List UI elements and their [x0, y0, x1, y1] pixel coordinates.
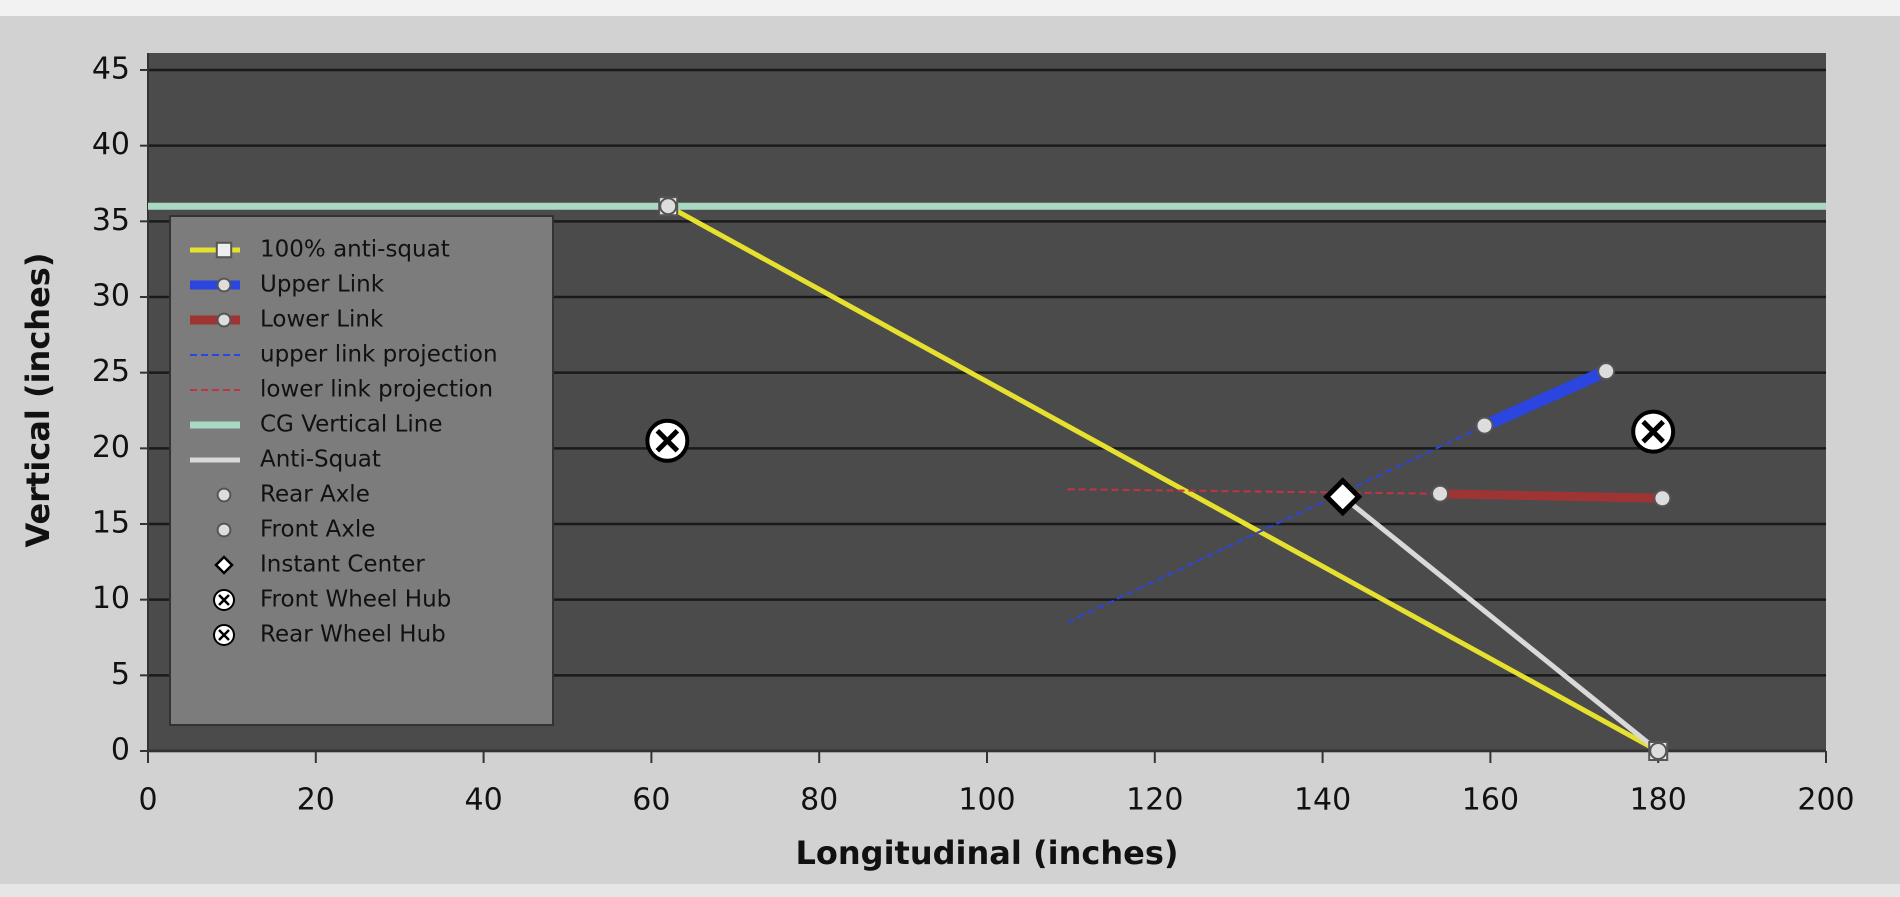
marker: [1649, 742, 1668, 760]
x-tick-label: 60: [632, 783, 670, 818]
marker: [1631, 409, 1676, 454]
x-tick-label: 160: [1462, 783, 1519, 818]
marker: [645, 418, 690, 463]
marker: [216, 277, 232, 293]
legend-label: Lower Link: [260, 307, 384, 333]
marker: [215, 241, 233, 259]
series-line: [1067, 488, 1441, 495]
legend: 100% anti-squat Upper Link Lower Link upper…: [169, 215, 554, 726]
marker-cross: [1641, 419, 1665, 444]
marker: [213, 589, 235, 611]
y-tick-label: 20: [92, 430, 130, 465]
plot: [148, 196, 1826, 761]
x-tick-label: 180: [1630, 783, 1687, 818]
marker-cross: [655, 428, 680, 453]
series-line: [1439, 489, 1663, 503]
legend-label: 100% anti-squat: [260, 237, 450, 263]
x-axis-title: Longitudinal (inches): [796, 834, 1179, 872]
marker: [1431, 484, 1450, 503]
y-tick-label: 45: [92, 52, 130, 87]
x-tick-label: 80: [800, 783, 838, 818]
legend-label: Front Axle: [260, 517, 375, 543]
x-tick-label: 200: [1797, 783, 1854, 818]
y-tick-label: 35: [92, 203, 130, 238]
marker: [659, 197, 678, 216]
y-tick-label: 15: [92, 506, 130, 541]
legend-label: Instant Center: [260, 552, 425, 578]
y-tick-label: 30: [92, 279, 130, 314]
legend-label: Front Wheel Hub: [260, 587, 451, 613]
series-line: [666, 204, 1660, 754]
y-tick-label: 5: [111, 657, 130, 692]
y-axis-title: Vertical (inches): [19, 253, 57, 548]
x-tick-label: 100: [958, 783, 1015, 818]
series-line: [1341, 494, 1660, 753]
marker: [216, 487, 232, 503]
marker-cross: [218, 594, 230, 606]
marker-cross: [218, 629, 230, 641]
x-tick-label: 120: [1126, 783, 1183, 818]
legend-label: lower link projection: [260, 377, 493, 403]
legend-label: Anti-Squat: [260, 447, 381, 473]
marker: [1597, 362, 1616, 381]
y-tick-label: 0: [111, 733, 130, 768]
legend-label: Rear Wheel Hub: [260, 622, 446, 648]
marker: [213, 624, 235, 646]
y-tick-label: 25: [92, 354, 130, 389]
legend-label: upper link projection: [260, 342, 498, 368]
legend-label: Rear Axle: [260, 482, 370, 508]
x-tick-label: 0: [138, 783, 157, 818]
legend-label: CG Vertical Line: [260, 412, 443, 438]
marker: [1475, 416, 1494, 435]
series-line: [1482, 365, 1609, 432]
legend-label: Upper Link: [260, 272, 385, 298]
y-tick-label: 10: [92, 581, 130, 616]
marker: [216, 312, 232, 328]
marker: [1323, 477, 1363, 517]
marker: [1653, 489, 1672, 508]
spreadsheet-strip: [0, 0, 1900, 16]
marker: [214, 555, 234, 575]
x-tick-label: 140: [1294, 783, 1351, 818]
marker: [216, 522, 232, 538]
legend-box: [169, 215, 554, 726]
x-tick-label: 20: [297, 783, 335, 818]
y-tick-label: 40: [92, 127, 130, 162]
x-tick-label: 40: [465, 783, 503, 818]
